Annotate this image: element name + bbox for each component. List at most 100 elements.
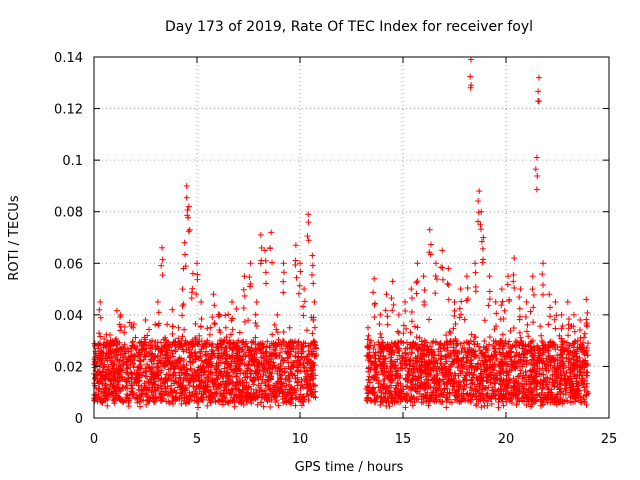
data-point-band — [96, 385, 103, 392]
data-point-band — [402, 350, 409, 357]
data-point-band — [467, 384, 474, 391]
data-point-band — [192, 320, 199, 327]
data-point-band — [226, 390, 233, 397]
data-point-band — [536, 352, 543, 359]
y-tick-label: 0.1 — [62, 154, 83, 169]
data-point-band — [158, 348, 165, 355]
data-point-band — [95, 341, 102, 348]
x-tick-label: 20 — [498, 432, 515, 447]
data-point-band — [519, 363, 526, 370]
data-point-band — [156, 390, 163, 397]
data-point-band — [152, 321, 159, 328]
data-point-band — [530, 319, 537, 326]
data-point-band — [531, 374, 538, 381]
data-point-band — [211, 321, 218, 328]
data-point-band — [171, 341, 178, 348]
data-point-band — [539, 345, 546, 352]
data-point-band — [216, 313, 223, 320]
data-point-band — [204, 402, 211, 409]
data-point-band — [458, 348, 465, 355]
data-point-band — [165, 366, 172, 373]
data-point-band — [418, 379, 425, 386]
data-point-band — [273, 397, 280, 404]
data-point-band — [466, 370, 473, 377]
data-point-band — [585, 340, 592, 347]
data-point-band — [500, 402, 507, 409]
data-point-band — [298, 350, 305, 357]
data-point-band — [99, 349, 106, 356]
data-point-band — [441, 345, 448, 352]
data-point-band — [584, 369, 591, 376]
data-point-band — [215, 397, 222, 404]
data-point-band — [537, 378, 544, 385]
data-point-band — [284, 355, 291, 362]
data-point-band — [461, 346, 468, 353]
data-point-band — [483, 345, 490, 352]
data-point-band — [509, 400, 516, 407]
data-point-band — [244, 399, 251, 406]
data-point-band — [164, 321, 171, 328]
data-point-band — [274, 370, 281, 377]
data-point-band — [509, 392, 516, 399]
data-point-band — [287, 383, 294, 390]
data-point-band — [563, 355, 570, 362]
data-point-band — [470, 338, 477, 345]
data-point-band — [413, 357, 420, 364]
data-point-band — [481, 317, 488, 324]
data-point-band — [225, 311, 232, 318]
data-point-band — [125, 403, 132, 410]
data-point-band — [400, 354, 407, 361]
data-point-band — [382, 372, 389, 379]
data-point-band — [534, 363, 541, 370]
y-tick-label: 0.02 — [54, 360, 83, 375]
data-point-band — [524, 349, 531, 356]
data-point-band — [254, 401, 261, 408]
data-point-band — [541, 391, 548, 398]
data-point-band — [196, 332, 203, 339]
y-axis-label: ROTI / TECUs — [7, 195, 22, 280]
data-point-band — [438, 399, 445, 406]
data-point-band — [371, 314, 378, 321]
data-point-band — [230, 339, 237, 346]
data-point-band — [240, 401, 247, 408]
data-point-band — [186, 354, 193, 361]
data-point-band — [409, 402, 416, 409]
data-point-band — [507, 358, 514, 365]
x-tick-label: 15 — [395, 432, 412, 447]
data-point-band — [278, 345, 285, 352]
data-point-band — [311, 341, 318, 348]
data-point-band — [535, 344, 542, 351]
data-point-band — [486, 334, 493, 341]
data-point-band — [274, 365, 281, 372]
data-point-band — [486, 341, 493, 348]
data-point-band — [129, 371, 136, 378]
data-point-band — [419, 346, 426, 353]
data-point-band — [274, 368, 281, 375]
data-point-band — [206, 331, 213, 338]
x-tick-label: 10 — [292, 432, 309, 447]
data-point-band — [490, 367, 497, 374]
data-point-band — [115, 351, 122, 358]
data-point-band — [107, 391, 114, 398]
data-point-band — [552, 346, 559, 353]
data-point-band — [221, 360, 228, 367]
data-point-band — [377, 352, 384, 359]
data-point-band — [207, 369, 214, 376]
data-point-band — [217, 381, 224, 388]
data-point-band — [481, 338, 488, 345]
data-point-band — [370, 345, 377, 352]
data-point-band — [204, 325, 211, 332]
data-point-band — [537, 323, 544, 330]
data-point-band — [500, 376, 507, 383]
data-point-band — [233, 305, 240, 312]
data-point-band — [149, 374, 156, 381]
data-point-band — [510, 325, 517, 332]
data-point-band — [551, 399, 558, 406]
data-point-band — [479, 378, 486, 385]
data-point-band — [436, 341, 443, 348]
data-point-band — [271, 321, 278, 328]
data-point-band — [421, 342, 428, 349]
data-point-band — [451, 312, 458, 319]
data-point-band — [441, 353, 448, 360]
data-point-band — [227, 331, 234, 338]
